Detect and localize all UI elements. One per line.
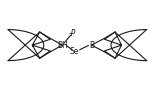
Text: Se: Se (69, 47, 78, 56)
Text: B: B (89, 41, 94, 50)
Text: -P: -P (68, 29, 76, 38)
Text: BH: BH (57, 41, 68, 50)
